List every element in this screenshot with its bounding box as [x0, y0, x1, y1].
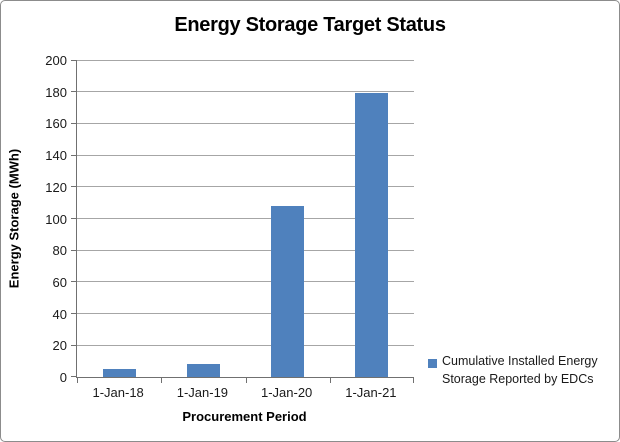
gridline — [77, 154, 414, 156]
x-tick-label: 1-Jan-21 — [345, 385, 397, 400]
legend-swatch-icon — [428, 359, 437, 368]
bar-1-Jan-21 — [355, 93, 389, 377]
y-tick-label: 80 — [52, 243, 67, 259]
y-axis-tick — [71, 218, 77, 219]
gridline — [77, 122, 414, 124]
y-axis-tick — [71, 186, 77, 188]
y-axis-tick — [71, 122, 77, 124]
x-axis-tick — [413, 378, 414, 383]
y-tick-label: 0 — [59, 370, 67, 385]
y-tick-label: 180 — [45, 84, 67, 100]
chart-title: Energy Storage Target Status — [174, 14, 446, 36]
x-tick-label: 1-Jan-20 — [260, 385, 313, 400]
y-axis-tick — [71, 154, 77, 156]
x-axis-tick — [77, 378, 78, 383]
y-tick-label: 200 — [45, 53, 67, 68]
x-axis-tick — [161, 378, 162, 383]
y-tick-label: 100 — [45, 211, 67, 227]
gridline — [77, 249, 414, 251]
y-axis-tick — [71, 91, 77, 93]
gridline — [77, 281, 414, 283]
x-tick-label: 1-Jan-18 — [92, 385, 144, 400]
y-tick-label: 160 — [45, 116, 67, 132]
bar-1-Jan-20 — [271, 205, 305, 377]
y-axis-tick — [71, 59, 77, 61]
legend-label: Cumulative Installed Energy Storage Repo… — [442, 352, 610, 388]
bar-1-Jan-18 — [102, 369, 136, 377]
y-axis-tick — [71, 376, 77, 377]
y-axis-tick — [71, 249, 77, 251]
gridline — [77, 344, 414, 346]
gridline — [77, 91, 414, 93]
y-tick-label: 120 — [45, 179, 67, 195]
plot-area — [71, 59, 414, 383]
x-axis-tick — [330, 378, 331, 383]
y-tick-label: 60 — [52, 274, 67, 290]
legend: Cumulative Installed Energy Storage Repo… — [428, 352, 610, 388]
y-tick-label: 20 — [52, 338, 67, 354]
gridline — [77, 218, 414, 219]
legend-label-line2: Storage Reported by EDCs — [442, 372, 594, 387]
y-tick-label: 40 — [52, 306, 67, 322]
gridline — [77, 59, 414, 61]
x-axis-tick — [246, 378, 247, 383]
gridline — [77, 313, 414, 315]
legend-label-line1: Cumulative Installed Energy — [442, 354, 598, 368]
gridline — [77, 186, 414, 188]
y-axis-title: Energy Storage (MWh) — [6, 148, 22, 289]
x-axis-title: Procurement Period — [182, 409, 307, 424]
bar-1-Jan-19 — [186, 364, 220, 377]
y-axis-tick — [71, 313, 77, 315]
x-tick-label: 1-Jan-19 — [176, 385, 229, 400]
y-axis-tick — [71, 281, 77, 283]
y-tick-label: 140 — [45, 148, 67, 164]
y-axis-tick — [71, 344, 77, 346]
